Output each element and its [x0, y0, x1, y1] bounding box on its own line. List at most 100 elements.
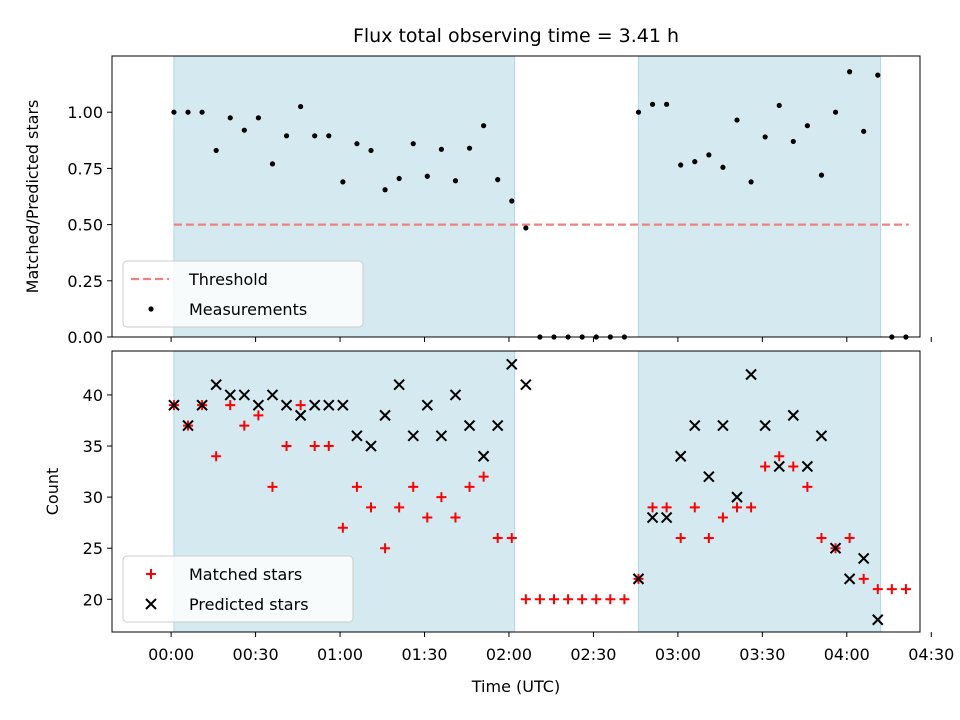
- data-point: [549, 594, 560, 605]
- data-point: [861, 128, 867, 134]
- data-point: [875, 72, 881, 78]
- data-point: [675, 532, 686, 543]
- data-point: [424, 173, 430, 179]
- data-point: [523, 225, 529, 231]
- data-point: [495, 177, 501, 183]
- data-point: [689, 419, 701, 432]
- y-tick-label: 0.50: [67, 216, 103, 235]
- data-point: [463, 419, 476, 432]
- data-point: [238, 389, 251, 401]
- data-point: [182, 419, 194, 432]
- data-point: [818, 172, 825, 178]
- data-point: [393, 379, 405, 391]
- data-point: [832, 109, 839, 115]
- data-point: [689, 502, 700, 513]
- data-point: [269, 161, 276, 167]
- data-point: [674, 450, 687, 462]
- data-point: [801, 460, 814, 473]
- data-point: [762, 134, 768, 140]
- observing-window-2: [637, 55, 882, 338]
- data-point: [843, 573, 856, 585]
- x-axis-label: Time (UTC): [471, 677, 560, 696]
- data-point: [703, 470, 715, 483]
- observing-window-2: [637, 350, 882, 633]
- legend-swatch-x: [145, 598, 157, 610]
- data-point: [171, 109, 177, 115]
- legend: Matched stars Predicted stars: [122, 555, 354, 623]
- data-point: [365, 440, 377, 452]
- y-tick-label: 30: [83, 488, 103, 507]
- legend-label: Threshold: [188, 270, 268, 289]
- y-tick-label: 40: [83, 386, 103, 405]
- data-point: [646, 511, 659, 524]
- data-point: [168, 399, 180, 411]
- data-point: [298, 103, 304, 110]
- data-point: [481, 123, 487, 129]
- data-point: [802, 481, 813, 492]
- data-point: [323, 399, 335, 411]
- data-point: [422, 512, 433, 523]
- data-point: [773, 460, 785, 473]
- data-point: [857, 552, 870, 565]
- data-point: [788, 461, 799, 472]
- y-tick-label: 20: [83, 590, 103, 609]
- data-point: [450, 512, 461, 523]
- x-tick-label: 02:00: [486, 645, 532, 664]
- data-point: [266, 389, 279, 401]
- data-point: [734, 117, 740, 123]
- data-point: [394, 502, 405, 513]
- data-point: [281, 441, 292, 452]
- legend-label: Measurements: [189, 300, 307, 319]
- data-point: [491, 419, 504, 432]
- data-point: [407, 430, 419, 442]
- y-tick-label: 0.75: [67, 159, 103, 178]
- x-tick-label: 01:00: [317, 645, 363, 664]
- data-point: [563, 594, 574, 605]
- data-point: [253, 410, 264, 421]
- data-point: [660, 511, 673, 524]
- data-point: [635, 109, 642, 115]
- data-point: [408, 481, 419, 492]
- data-point: [759, 419, 771, 432]
- data-point: [366, 502, 377, 513]
- data-point: [804, 123, 810, 129]
- data-point: [312, 133, 318, 139]
- y-tick-label: 0.25: [67, 272, 103, 291]
- data-point: [354, 141, 360, 147]
- data-point: [379, 409, 391, 422]
- data-point: [619, 594, 630, 605]
- data-point: [210, 379, 222, 391]
- data-point: [435, 430, 448, 442]
- data-point: [717, 419, 729, 432]
- data-point: [506, 532, 517, 543]
- data-point: [478, 471, 489, 482]
- data-point: [703, 532, 714, 543]
- data-point: [858, 573, 869, 584]
- data-point: [661, 502, 672, 513]
- data-point: [252, 399, 265, 411]
- series-matched-stars: [168, 400, 911, 605]
- y-axis-label: Matched/Predicted stars: [23, 100, 42, 294]
- data-point: [774, 451, 785, 462]
- data-point: [382, 187, 388, 193]
- data-point: [466, 145, 473, 151]
- data-point: [449, 389, 462, 401]
- legend: Threshold Measurements: [122, 260, 364, 328]
- data-point: [886, 584, 897, 595]
- data-point: [477, 450, 490, 462]
- legend-swatch-plus: [146, 569, 156, 579]
- data-point: [509, 198, 515, 204]
- data-point: [225, 400, 236, 411]
- data-point: [323, 441, 334, 452]
- data-point: [351, 481, 362, 492]
- data-point: [337, 399, 349, 411]
- data-point: [829, 542, 842, 554]
- data-point: [520, 379, 532, 391]
- data-point: [605, 594, 616, 605]
- data-point: [591, 594, 602, 605]
- data-point: [421, 399, 434, 411]
- legend-box: [122, 260, 364, 328]
- data-point: [452, 178, 459, 184]
- data-point: [748, 179, 754, 185]
